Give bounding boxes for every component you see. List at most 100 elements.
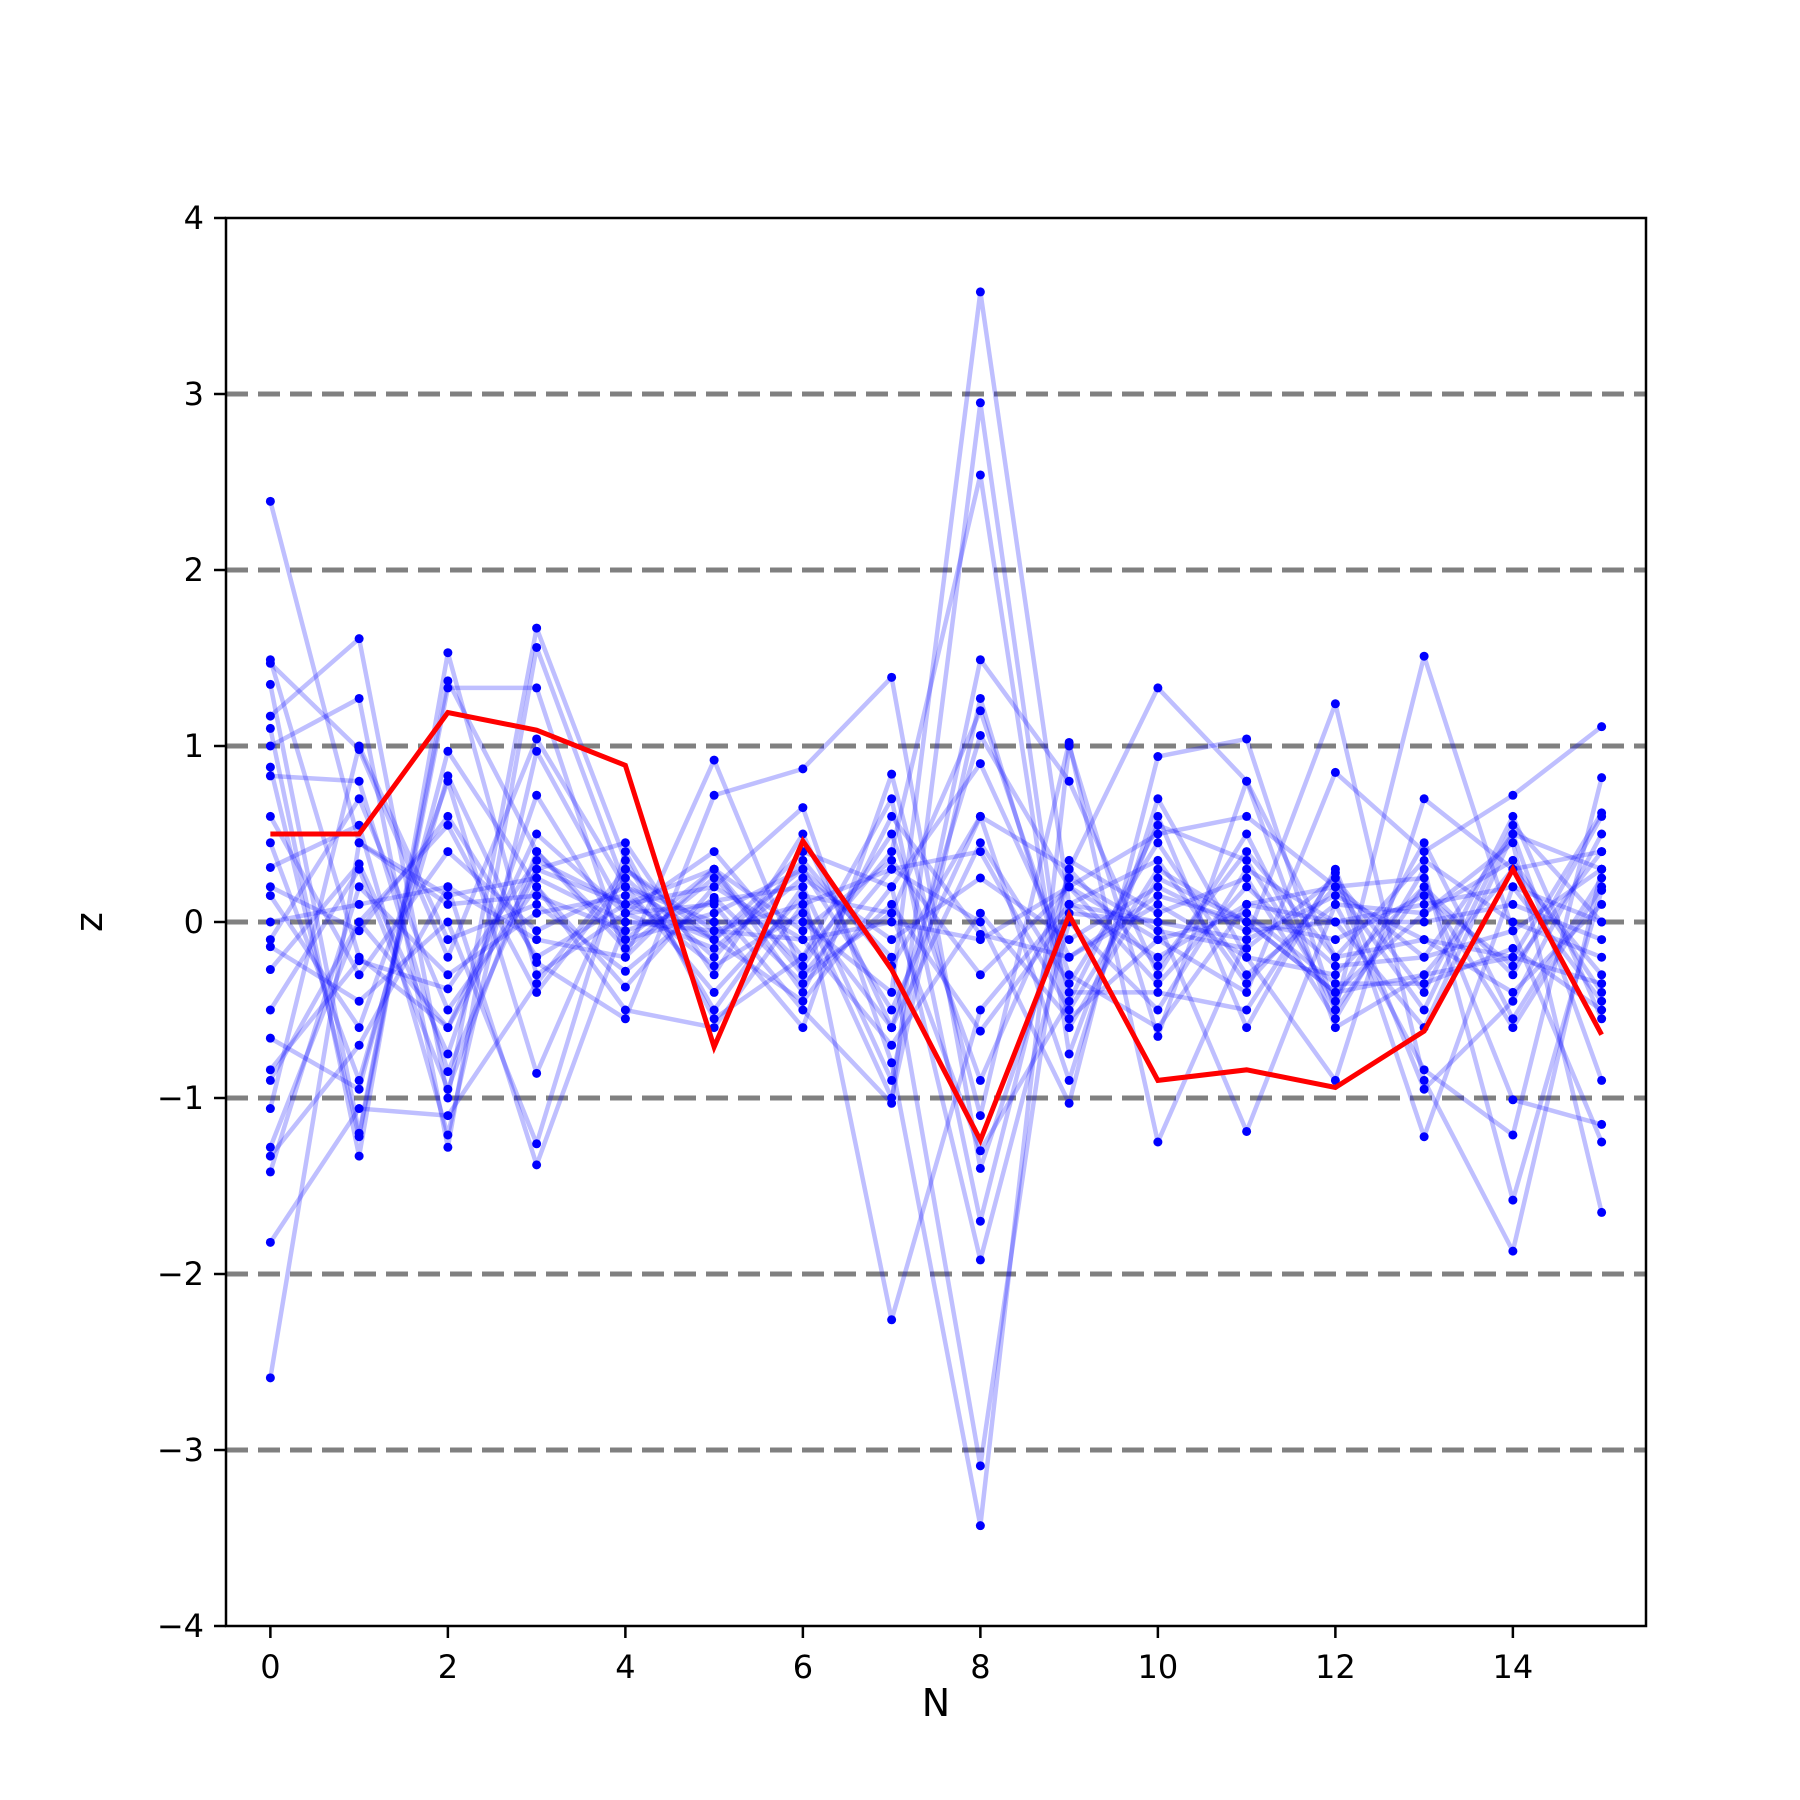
data-point (1597, 1075, 1607, 1085)
data-point (798, 979, 808, 989)
data-point (354, 926, 364, 936)
data-point (1508, 952, 1518, 962)
data-point (443, 1005, 453, 1015)
data-point (265, 882, 275, 892)
data-point (975, 1005, 985, 1015)
data-point (1419, 970, 1429, 980)
data-point (798, 873, 808, 883)
data-point (798, 917, 808, 927)
series-line (268, 814, 1603, 1082)
data-point (1153, 952, 1163, 962)
data-point (1508, 1023, 1518, 1033)
data-point (265, 1005, 275, 1015)
data-point (265, 942, 275, 952)
data-point (1419, 855, 1429, 865)
data-point (1597, 1005, 1607, 1015)
data-point (265, 935, 275, 945)
data-point (975, 730, 985, 740)
data-point (798, 908, 808, 918)
data-point (887, 952, 897, 962)
y-tick-label: 0 (184, 903, 204, 941)
data-point (887, 1005, 897, 1015)
data-point (1508, 926, 1518, 936)
data-point (975, 398, 985, 408)
data-point (1153, 811, 1163, 821)
data-point (265, 658, 275, 668)
data-point (709, 755, 719, 765)
data-point (1153, 935, 1163, 945)
data-point (1508, 882, 1518, 892)
data-point (1419, 651, 1429, 661)
data-point (1419, 882, 1429, 892)
data-point (354, 1023, 364, 1033)
data-point (887, 855, 897, 865)
y-tick-label: −4 (157, 1607, 204, 1645)
data-point (709, 873, 719, 883)
data-point (1242, 776, 1252, 786)
x-axis-label: N (922, 1681, 950, 1725)
series-line (268, 650, 1604, 1224)
data-point (265, 1104, 275, 1114)
data-point (620, 952, 630, 962)
data-point (1419, 987, 1429, 997)
data-point (1064, 1049, 1074, 1059)
data-point (709, 917, 719, 927)
data-point (1508, 1130, 1518, 1140)
series-line (268, 743, 1604, 1110)
data-point (1330, 979, 1340, 989)
data-point (443, 648, 453, 658)
data-point (354, 970, 364, 980)
data-point (443, 683, 453, 693)
data-point (1508, 943, 1518, 953)
data-point (1242, 811, 1252, 821)
data-point (620, 1014, 630, 1024)
data-point (1153, 752, 1163, 762)
series-line (269, 761, 1604, 1004)
data-point (354, 693, 364, 703)
data-point (1508, 917, 1518, 927)
data-point (975, 908, 985, 918)
series-line (268, 661, 1603, 1083)
data-point (265, 1142, 275, 1152)
data-point (443, 899, 453, 909)
data-point (354, 1104, 364, 1114)
data-point (265, 1167, 275, 1177)
data-point (265, 862, 275, 872)
x-tick-label: 4 (615, 1648, 635, 1686)
series-line (270, 724, 1604, 1074)
series-line (268, 659, 1603, 1030)
data-point (1419, 1005, 1429, 1015)
data-point (1242, 952, 1252, 962)
data-point (1242, 855, 1252, 865)
data-point (798, 987, 808, 997)
data-point (443, 984, 453, 994)
y-tick-label: −3 (157, 1431, 204, 1469)
data-point (1330, 987, 1340, 997)
data-point (1508, 820, 1518, 830)
data-point (1153, 926, 1163, 936)
data-point (265, 1075, 275, 1085)
data-point (975, 1461, 985, 1471)
data-point (1242, 829, 1252, 839)
data-point (1508, 961, 1518, 971)
data-point (1330, 1005, 1340, 1015)
data-point (1419, 1132, 1429, 1142)
data-point (1597, 996, 1607, 1006)
data-point (1064, 1098, 1074, 1108)
data-point (975, 1146, 985, 1156)
data-point (1419, 899, 1429, 909)
data-point (798, 855, 808, 865)
series-line (268, 653, 1604, 1143)
data-point (798, 882, 808, 892)
data-point (709, 987, 719, 997)
data-point (709, 882, 719, 892)
series-line (268, 743, 1604, 1528)
data-point (265, 711, 275, 721)
data-point (443, 917, 453, 927)
data-point (265, 1237, 275, 1247)
data-point (443, 952, 453, 962)
data-point (532, 746, 542, 756)
data-point (265, 762, 275, 772)
data-point (1419, 935, 1429, 945)
